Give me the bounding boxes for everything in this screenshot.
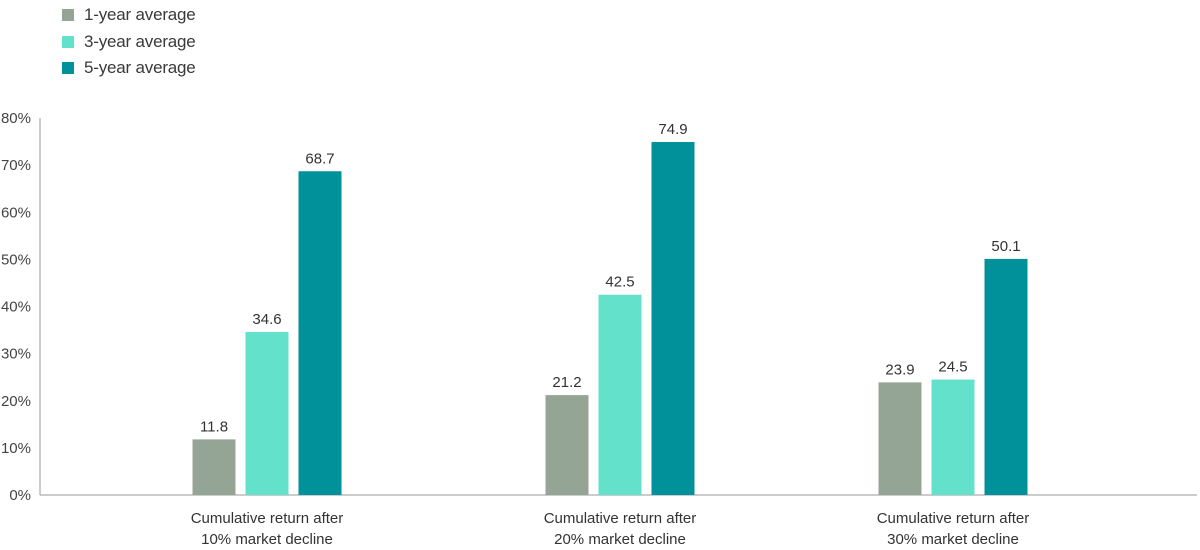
y-tick-label: 70%: [1, 157, 31, 174]
data-label: 42.5: [605, 274, 634, 291]
bar: [651, 142, 695, 495]
y-tick-label: 80%: [1, 110, 31, 127]
legend-swatch-5-year: [62, 62, 74, 75]
legend-item-3-year: 3-year average: [62, 29, 196, 56]
data-label: 74.9: [658, 121, 687, 138]
bar: [931, 379, 975, 495]
y-tick-label: 40%: [1, 299, 31, 316]
x-category-label: Cumulative return after: [877, 510, 1030, 527]
y-tick-label: 50%: [1, 251, 31, 268]
bar: [298, 171, 342, 495]
bar: [245, 331, 289, 495]
y-tick-label: 20%: [1, 393, 31, 410]
chart-legend: 1-year average 3-year average 5-year ave…: [62, 2, 196, 82]
data-label: 50.1: [991, 238, 1020, 255]
x-category-label: 20% market decline: [554, 531, 686, 548]
y-tick-label: 10%: [1, 440, 31, 457]
legend-label-5-year: 5-year average: [84, 58, 196, 78]
x-category-label: 10% market decline: [201, 531, 333, 548]
x-category-label: Cumulative return after: [544, 510, 697, 527]
legend-item-5-year: 5-year average: [62, 55, 196, 82]
y-tick-label: 30%: [1, 346, 31, 363]
y-tick-label: 60%: [1, 204, 31, 221]
bar: [984, 258, 1028, 495]
y-tick-label: 0%: [9, 487, 31, 504]
bar: [878, 382, 922, 495]
data-label: 21.2: [552, 374, 581, 391]
legend-swatch-1-year: [62, 9, 74, 22]
data-label: 68.7: [305, 150, 334, 167]
x-category-label: 30% market decline: [887, 531, 1019, 548]
bar: [545, 395, 589, 495]
data-label: 34.6: [252, 311, 281, 328]
legend-label-3-year: 3-year average: [84, 31, 196, 51]
legend-swatch-3-year: [62, 35, 74, 48]
data-label: 11.8: [200, 418, 228, 435]
bar: [192, 439, 236, 495]
legend-label-1-year: 1-year average: [84, 5, 196, 25]
x-category-label: Cumulative return after: [191, 510, 344, 527]
legend-item-1-year: 1-year average: [62, 2, 196, 29]
bar: [598, 294, 642, 495]
data-label: 24.5: [938, 359, 967, 376]
data-label: 23.9: [885, 361, 914, 378]
